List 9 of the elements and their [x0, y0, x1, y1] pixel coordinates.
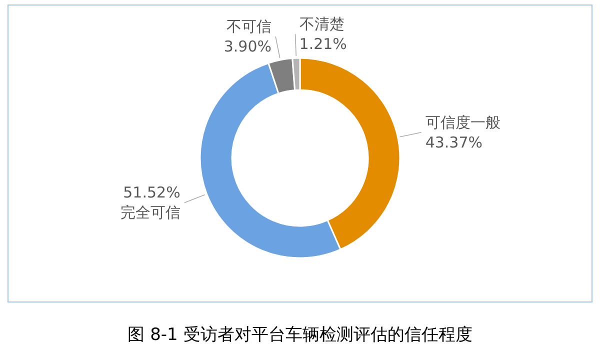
- slice-label: 可信度一般: [425, 113, 500, 132]
- data-label: 43.37%: [425, 133, 483, 152]
- data-label: 3.90%: [224, 37, 272, 56]
- slice-label: 完全可信: [120, 204, 180, 222]
- slice-label: 不可信: [226, 17, 272, 36]
- slice-label: 不清楚: [299, 15, 344, 34]
- text: 图 8-1 受访者对平台车辆检测评估的信任程度: [128, 325, 472, 345]
- data-label: 1.21%: [299, 35, 347, 54]
- data-label: 51.52%: [123, 184, 180, 202]
